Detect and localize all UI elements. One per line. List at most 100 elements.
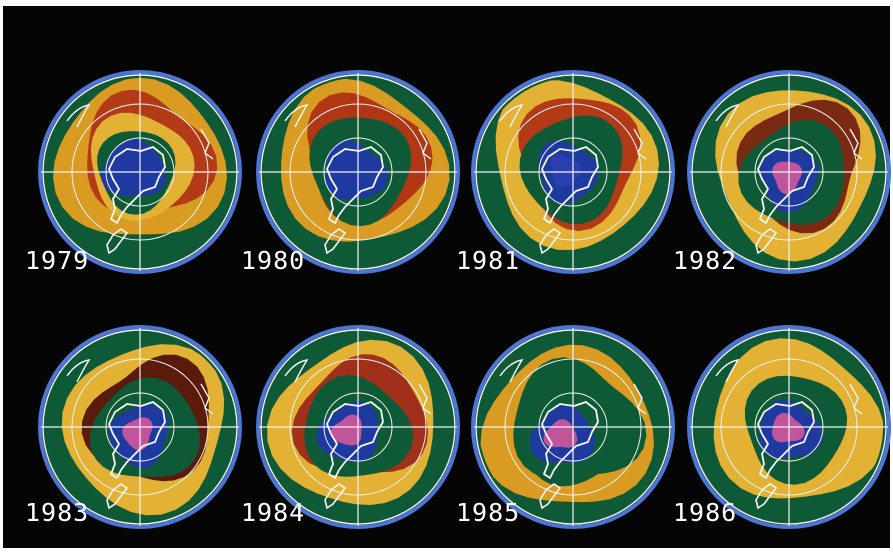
- antarctica-coastline: [541, 401, 599, 479]
- latitude-circle: [754, 137, 824, 207]
- latitude-circle: [504, 358, 642, 496]
- ozone-bands: [267, 339, 434, 505]
- disc-outline: [260, 74, 456, 270]
- ozone-bands: [715, 90, 876, 262]
- year-label-1984: 1984: [241, 498, 306, 527]
- disc-outline: [42, 74, 238, 270]
- latitude-circle: [71, 103, 209, 241]
- year-label-1979: 1979: [25, 246, 90, 275]
- latitude-circle: [720, 358, 858, 496]
- ozone-disc: [471, 325, 675, 529]
- australia-coastline: [418, 383, 432, 415]
- south-america-coastline: [755, 228, 778, 255]
- antarctica-coastline: [108, 401, 166, 479]
- ozone-disc: [471, 70, 675, 274]
- antarctica-coastline: [326, 401, 384, 479]
- ozone-disc: [38, 70, 242, 274]
- latitude-circle: [289, 358, 427, 496]
- africa-coastline: [715, 104, 740, 128]
- antarctica-coastline: [108, 146, 166, 224]
- africa-coastline: [284, 359, 309, 383]
- ozone-map-1983: [37, 324, 243, 530]
- disc-rim: [471, 325, 675, 529]
- ozone-disc: [687, 70, 891, 274]
- south-america-coastline: [106, 228, 129, 255]
- disc-rim: [687, 70, 891, 274]
- hole-core: [550, 153, 582, 187]
- ozone-map-1982: [686, 69, 892, 275]
- ozone-map-1986: [686, 324, 892, 530]
- latitude-circle: [105, 392, 175, 462]
- latitude-circle: [720, 103, 858, 241]
- latitude-circle: [71, 358, 209, 496]
- africa-coastline: [66, 104, 91, 128]
- south-america-coastline: [755, 483, 778, 510]
- australia-coastline: [849, 128, 863, 160]
- australia-coastline: [633, 383, 647, 415]
- year-label-1985: 1985: [456, 498, 521, 527]
- year-label-1982: 1982: [673, 246, 738, 275]
- ozone-map-1984: [255, 324, 461, 530]
- south-america-coastline: [539, 483, 562, 510]
- latitude-circle: [323, 392, 393, 462]
- year-label-1980: 1980: [241, 246, 306, 275]
- ozone-disc: [256, 325, 460, 529]
- disc-rim: [471, 70, 675, 274]
- africa-coastline: [284, 104, 309, 128]
- australia-coastline: [633, 128, 647, 160]
- antarctica-coastline: [757, 401, 815, 479]
- south-america-coastline: [324, 483, 347, 510]
- hole-core: [122, 417, 153, 451]
- latitude-circle: [538, 137, 608, 207]
- ozone-disc: [38, 325, 242, 529]
- australia-coastline: [418, 128, 432, 160]
- year-label-1986: 1986: [673, 498, 738, 527]
- disc-outline: [475, 74, 671, 270]
- disc-outline: [475, 329, 671, 525]
- disc-outline: [691, 329, 887, 525]
- africa-coastline: [66, 359, 91, 383]
- antarctica-coastline: [541, 146, 599, 224]
- ozone-bands: [713, 338, 883, 499]
- disc-outline: [260, 329, 456, 525]
- latitude-circle: [105, 137, 175, 207]
- ozone-map-panel: 1979 1980 1981 1982 1983 1984 1985 1986: [3, 6, 892, 548]
- year-label-1981: 1981: [456, 246, 521, 275]
- latitude-circle: [504, 103, 642, 241]
- australia-coastline: [849, 383, 863, 415]
- south-america-coastline: [539, 228, 562, 255]
- hole-core: [543, 419, 578, 448]
- disc-outline: [42, 329, 238, 525]
- disc-rim: [38, 70, 242, 274]
- ozone-map-1985: [470, 324, 676, 530]
- disc-rim: [256, 70, 460, 274]
- ozone-bands: [281, 78, 450, 242]
- year-label-1983: 1983: [25, 498, 90, 527]
- ozone-disc: [256, 70, 460, 274]
- ozone-map-1981: [470, 69, 676, 275]
- disc-outline: [691, 74, 887, 270]
- antarctica-coastline: [757, 146, 815, 224]
- australia-coastline: [200, 128, 214, 160]
- latitude-circle: [323, 137, 393, 207]
- australia-coastline: [200, 383, 214, 415]
- antarctica-coastline: [326, 146, 384, 224]
- disc-rim: [256, 325, 460, 529]
- disc-rim: [38, 325, 242, 529]
- latitude-circle: [754, 392, 824, 462]
- africa-coastline: [499, 359, 524, 383]
- ozone-bands: [495, 80, 659, 250]
- hole-core: [337, 153, 370, 184]
- africa-coastline: [715, 359, 740, 383]
- latitude-circle: [289, 103, 427, 241]
- africa-coastline: [499, 104, 524, 128]
- ozone-disc: [687, 325, 891, 529]
- hole-core: [772, 161, 802, 195]
- latitude-circle: [538, 392, 608, 462]
- hole-core: [330, 414, 362, 446]
- south-america-coastline: [106, 483, 129, 510]
- south-america-coastline: [324, 228, 347, 255]
- ozone-map-1980: [255, 69, 461, 275]
- ozone-map-1979: [37, 69, 243, 275]
- disc-rim: [687, 325, 891, 529]
